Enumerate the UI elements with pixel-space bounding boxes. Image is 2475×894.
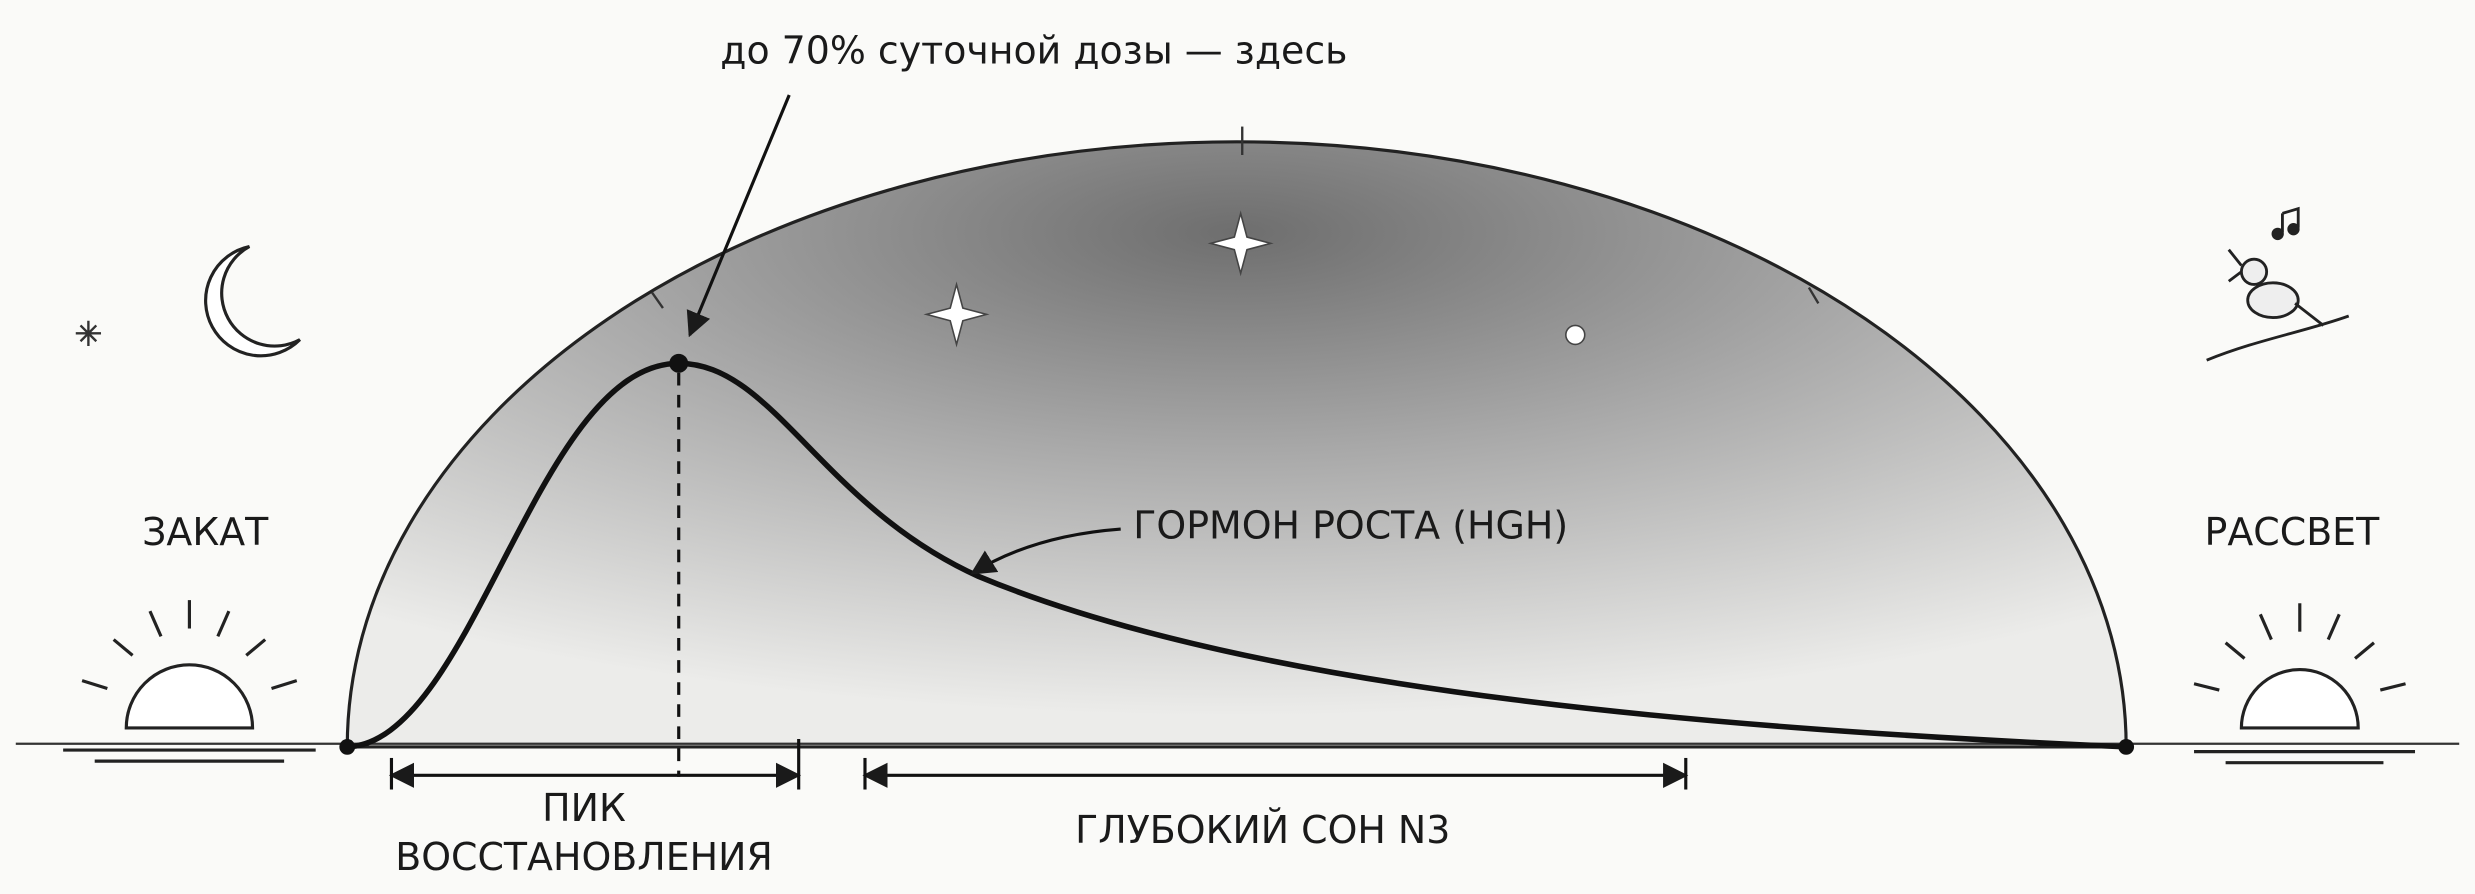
end-point bbox=[2118, 739, 2135, 755]
deep-sleep-label: ГЛУБОКИЙ СОН N3 bbox=[1075, 808, 1450, 852]
dimension-lines bbox=[388, 739, 1689, 790]
peak-point bbox=[669, 353, 689, 373]
peak-label-line2: ВОССТАНОВЛЕНИЯ bbox=[395, 835, 773, 879]
night-dome bbox=[345, 140, 2128, 749]
sunset-sun bbox=[63, 600, 316, 763]
curve-label-arrow bbox=[970, 527, 1121, 575]
annotation-arrow bbox=[686, 94, 791, 338]
annotation: до 70% суточной дозы — здесь bbox=[720, 28, 1347, 72]
sunset-label: ЗАКАТ bbox=[142, 510, 269, 554]
curve-label: ГОРМОН РОСТА (HGH) bbox=[1133, 504, 1568, 548]
sunrise-sun bbox=[2193, 603, 2416, 765]
start-point bbox=[339, 739, 356, 755]
bird-on-branch bbox=[2206, 206, 2350, 362]
moon bbox=[204, 244, 302, 358]
stars bbox=[923, 210, 1586, 348]
peak-label-line1: ПИК bbox=[542, 786, 626, 830]
small-star bbox=[75, 320, 102, 346]
hormone-curve bbox=[347, 360, 2127, 750]
dome-ticks bbox=[650, 126, 1820, 309]
sunrise-label: РАССВЕТ bbox=[2205, 510, 2381, 554]
